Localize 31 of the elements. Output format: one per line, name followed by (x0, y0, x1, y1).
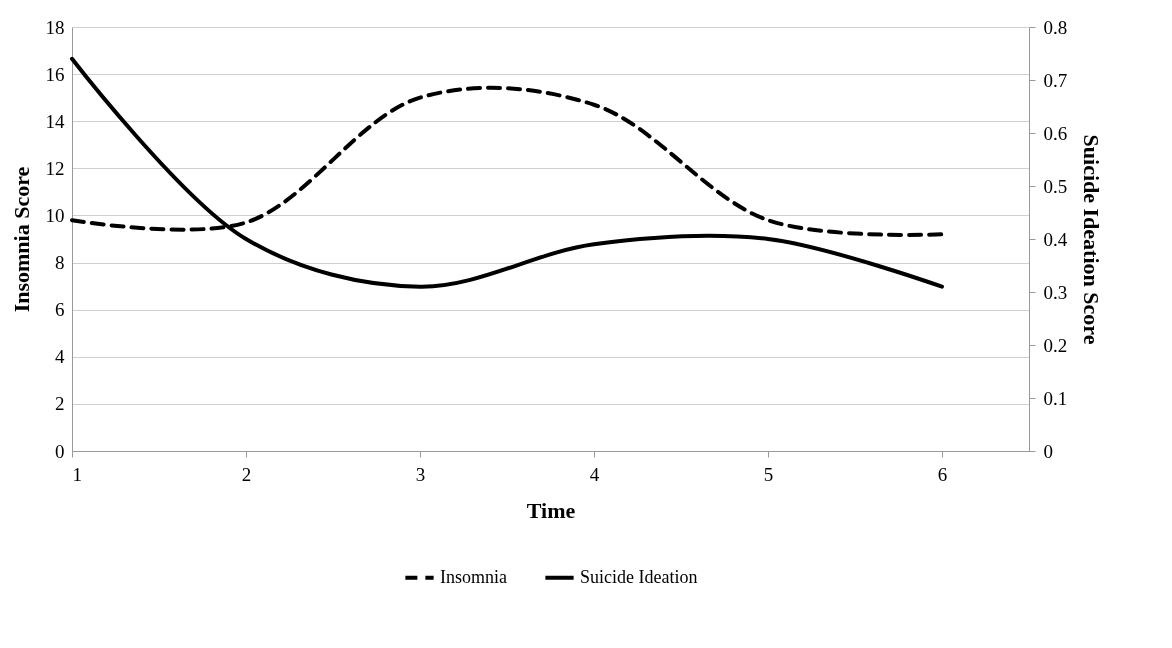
x-tick-label: 1 (72, 463, 82, 485)
y2-tick-label: 0.3 (1043, 281, 1068, 303)
y-tick-label: 12 (45, 157, 65, 179)
y-axis-title: Insomnia Score (8, 166, 34, 313)
x-tick-label: 3 (415, 463, 426, 485)
y-tick-label: 4 (55, 346, 65, 368)
y-tick-label: 2 (55, 393, 65, 415)
x-tick-label: 2 (241, 463, 252, 485)
x-tick-label: 6 (937, 463, 948, 485)
x-tick-label: 5 (763, 463, 774, 485)
y-tick-label: 6 (55, 299, 65, 321)
legend-label: Suicide Ideation (580, 566, 698, 587)
y-tick-label: 8 (55, 252, 65, 274)
y2-tick-label: 0.5 (1043, 175, 1068, 197)
y2-tick-label: 0.8 (1043, 16, 1068, 38)
x-tick-label: 4 (589, 463, 600, 485)
y-tick-label: 14 (45, 110, 65, 132)
x-axis-title: Time (526, 497, 576, 523)
y2-tick-label: 0.6 (1043, 122, 1068, 144)
y2-tick-label: 0.2 (1043, 334, 1068, 356)
y2-tick-label: 0.7 (1043, 69, 1068, 91)
y2-tick-label: 0 (1043, 440, 1053, 462)
y-tick-label: 18 (45, 16, 65, 38)
line-series (70, 56, 944, 289)
y-tick-label: 10 (45, 204, 65, 226)
legend-label: Insomnia (440, 566, 507, 587)
y-tick-label: 0 (55, 440, 65, 462)
y2-tick-label: 0.4 (1043, 228, 1068, 250)
y2-tick-label: 0.1 (1043, 387, 1068, 409)
y-tick-label: 16 (45, 63, 65, 85)
y2-axis-title: Suicide Ideation Score (1079, 134, 1105, 345)
